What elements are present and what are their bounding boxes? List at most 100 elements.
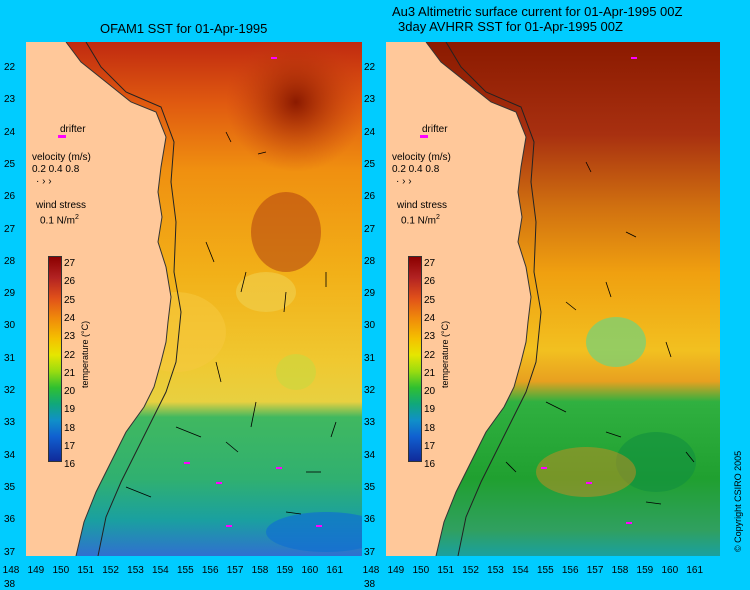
- longitude-label: 155: [536, 565, 554, 576]
- latitude-label: 34: [4, 449, 16, 461]
- wind-stress-value: 0.1 N/m2: [40, 214, 79, 227]
- longitude-label: 160: [661, 565, 679, 576]
- latitude-label: 29: [4, 288, 16, 300]
- drifter-marker-icon: [420, 135, 428, 138]
- right-colorbar-title: temperature (°C): [440, 320, 450, 388]
- velocity-label: velocity (m/s): [32, 152, 91, 163]
- velocity-label: velocity (m/s): [392, 152, 451, 163]
- latitude-label: 24: [4, 126, 16, 138]
- left-map-panel: [26, 42, 362, 556]
- longitude-label: 154: [152, 565, 169, 576]
- right-temperature-colorbar: [408, 256, 422, 462]
- colorbar-tick-label: 24: [64, 312, 76, 324]
- left-coastline-land: [26, 42, 171, 556]
- right-coastline-land: [386, 42, 531, 556]
- colorbar-tick-label: 20: [424, 386, 436, 398]
- longitude-label: 151: [437, 565, 455, 576]
- latitude-label: 36: [364, 514, 376, 526]
- colorbar-tick-label: 23: [64, 331, 76, 343]
- longitude-label: 158: [611, 565, 629, 576]
- drifter-marker-icon: [58, 135, 66, 138]
- colorbar-tick-label: 24: [424, 312, 436, 324]
- copyright-notice: © Copyright CSIRO 2005: [733, 450, 743, 552]
- latitude-label: 30: [4, 320, 16, 332]
- drifter-label: drifter: [422, 124, 448, 135]
- longitude-label: 152: [102, 565, 119, 576]
- colorbar-tick-label: 25: [64, 294, 76, 306]
- longitude-label: 161: [686, 565, 704, 576]
- longitude-label: 149: [27, 565, 45, 576]
- latitude-label: 28: [4, 255, 16, 267]
- latitude-label: 26: [4, 191, 16, 203]
- latitude-label: 22: [4, 62, 16, 73]
- right-map-panel: [386, 42, 720, 556]
- latitude-label: 26: [364, 191, 376, 203]
- drifter-label: drifter: [60, 124, 86, 135]
- left-map-title: OFAM1 SST for 01-Apr-1995: [100, 21, 268, 36]
- latitude-label: 30: [364, 320, 376, 332]
- wind-stress-value: 0.1 N/m2: [401, 214, 440, 227]
- colorbar-tick-label: 16: [424, 459, 436, 471]
- longitude-label: 156: [201, 565, 219, 576]
- latitude-label: 22: [364, 62, 376, 73]
- latitude-label: 25: [364, 158, 376, 170]
- colorbar-tick-label: 18: [424, 422, 436, 434]
- colorbar-tick-label: 20: [64, 386, 76, 398]
- longitude-label: 148: [362, 565, 380, 576]
- velocity-arrows-icon: · › ›: [396, 176, 412, 187]
- longitude-label: 151: [77, 565, 95, 576]
- colorbar-tick-label: 19: [424, 404, 436, 416]
- colorbar-tick-label: 17: [64, 441, 76, 452]
- latitude-label: 27: [364, 223, 376, 235]
- longitude-label: 153: [127, 565, 144, 576]
- right-map-title-line1: Au3 Altimetric surface current for 01-Ap…: [392, 4, 683, 19]
- longitude-label: 157: [586, 565, 604, 576]
- longitude-label: 157: [226, 565, 244, 576]
- latitude-label: 24: [364, 126, 376, 138]
- latitude-label: 23: [4, 94, 16, 106]
- longitude-label: 159: [636, 565, 654, 576]
- right-map-title-line2: 3day AVHRR SST for 01-Apr-1995 00Z: [398, 19, 623, 34]
- longitude-label: 161: [326, 565, 344, 576]
- latitude-label: 38: [4, 578, 16, 590]
- colorbar-tick-label: 17: [424, 441, 436, 452]
- colorbar-tick-label: 16: [64, 459, 76, 471]
- colorbar-tick-label: 26: [64, 276, 76, 288]
- wind-stress-label: wind stress: [397, 200, 448, 211]
- longitude-label: 160: [301, 565, 319, 576]
- colorbar-tick-label: 27: [64, 258, 76, 269]
- left-colorbar-title: temperature (°C): [80, 320, 90, 388]
- longitude-label: 159: [276, 565, 294, 576]
- colorbar-tick-label: 21: [64, 367, 76, 379]
- latitude-label: 32: [4, 385, 16, 396]
- colorbar-tick-label: 26: [424, 276, 436, 288]
- colorbar-tick-label: 27: [424, 258, 436, 269]
- velocity-arrows-icon: · › ›: [36, 176, 52, 187]
- longitude-label: 150: [412, 565, 430, 576]
- latitude-label: 35: [364, 481, 376, 493]
- longitude-label: 152: [462, 565, 479, 576]
- colorbar-tick-label: 25: [424, 294, 436, 306]
- latitude-label: 27: [4, 223, 16, 235]
- left-temperature-colorbar: [48, 256, 62, 462]
- longitude-label: 149: [387, 565, 405, 576]
- latitude-label: 36: [4, 514, 16, 526]
- latitude-label: 28: [364, 255, 376, 267]
- latitude-label: 34: [364, 449, 376, 461]
- colorbar-tick-label: 22: [424, 349, 436, 361]
- velocity-values: 0.2 0.4 0.8: [32, 164, 80, 175]
- longitude-label: 153: [487, 565, 504, 576]
- colorbar-tick-label: 22: [64, 349, 76, 361]
- longitude-label: 148: [2, 565, 20, 576]
- latitude-label: 38: [364, 578, 376, 590]
- longitude-label: 156: [561, 565, 579, 576]
- latitude-label: 37: [4, 546, 16, 558]
- latitude-label: 35: [4, 481, 16, 493]
- colorbar-tick-label: 23: [424, 331, 436, 343]
- colorbar-tick-label: 19: [64, 404, 76, 416]
- latitude-label: 31: [4, 352, 16, 364]
- velocity-values: 0.2 0.4 0.8: [392, 164, 440, 175]
- longitude-label: 155: [176, 565, 194, 576]
- latitude-label: 32: [364, 385, 376, 396]
- right-sst-map: [386, 42, 720, 556]
